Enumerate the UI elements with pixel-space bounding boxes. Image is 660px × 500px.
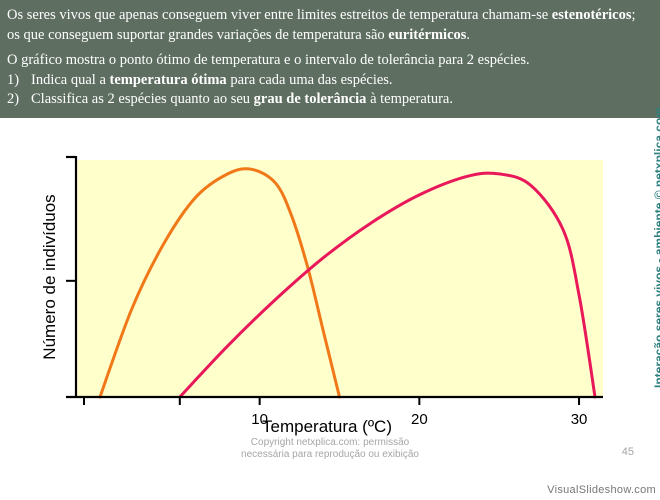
x-tick-label: 30 [571,411,588,428]
question-keyword: grau de tolerância [253,91,367,107]
tolerance-chart: 10 20 30 Temperatura (ºC) Número de indiví… [40,155,603,436]
question-number: 2) [7,91,20,107]
intro-text-1: Os seres vivos que apenas conseguem vive… [7,7,552,23]
question-1: 1) Indica qual a temperatura ótima para … [7,71,650,91]
intro-text-3: . [466,26,471,43]
question-text-part: à temperatura. [366,91,453,107]
question-keyword: temperatura ótima [109,71,227,88]
y-axis-title: Número de indivíduos [40,194,59,359]
graph-description: O gráfico mostra o ponto ótimo de temper… [7,52,530,68]
slide-number: 45 [621,446,634,458]
ticks-layer: 10 20 30 [66,279,588,428]
series-line-1 [98,167,341,399]
copyright-notice: Copyright netxplica.com: permissão neces… [200,437,460,461]
x-axis-title: Temperatura (ºC) [262,417,392,436]
term-eurythermic: euritérmicos [388,26,467,43]
copyright-line-2: necessária para reprodução ou exibição [241,449,419,460]
watermark: VisualSlideshow.com [547,484,656,496]
question-number: 1) [7,71,20,88]
intro-paragraph: Os seres vivos que apenas conseguem vive… [7,6,650,45]
instructions-panel: Os seres vivos que apenas conseguem vive… [0,0,660,118]
x-tick-label: 20 [411,411,428,428]
question-text: Classifica as 2 espécies quanto ao seu g… [31,90,453,110]
intro-text-2: ; os que conseguem suportar grandes vari… [7,7,636,43]
question-text: Indica qual a temperatura ótima para cad… [31,71,393,91]
copyright-line-1: Copyright netxplica.com: permissão [250,437,410,448]
series-layer [98,167,597,399]
plot-background [76,160,603,397]
question-text-part: Classifica as 2 espécies quanto ao seu [31,91,254,107]
series-line-2 [178,171,597,399]
question-text-part: para cada uma das espécies. [226,71,393,88]
question-text-part: Indica qual a [31,71,110,88]
side-credit: Interação seres vivos - ambiente © netxp… [652,107,660,388]
question-2: 2) Classifica as 2 espécies quanto ao se… [7,90,650,110]
x-tick-label: 10 [251,411,268,428]
term-stenothermic: estenotéricos [551,7,632,23]
